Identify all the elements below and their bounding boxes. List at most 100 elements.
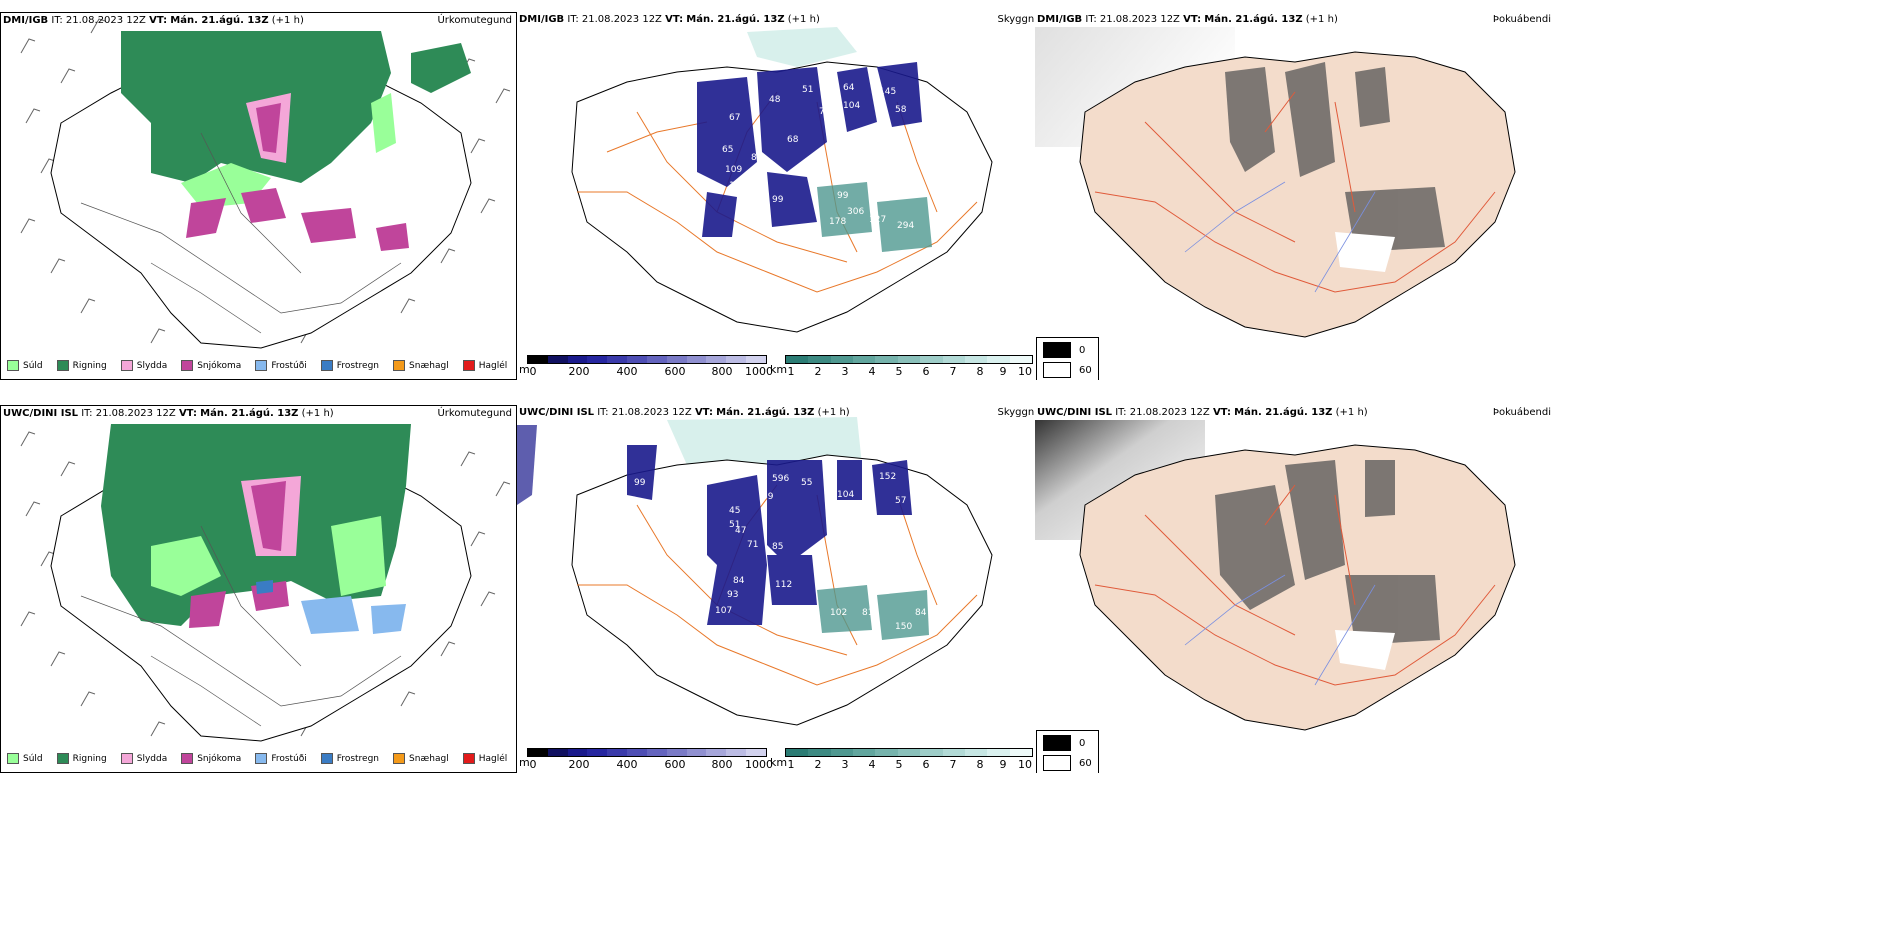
scale-cell [607,356,628,363]
scale-m-ticks: 0 200 400 600 800 1000 [527,364,774,378]
it-value: 21.08.2023 12Z [611,407,692,418]
precip-legend: Súld Rigning Slydda Snjókoma Frostúði Fr… [7,753,507,764]
panel-title-fog: Þokuábendi [1492,14,1551,25]
scale-cell [808,356,831,363]
fog-panel-top: DMI/IGB IT: 21.08.2023 12Z VT: Mán. 21.á… [1035,12,1555,380]
it-label: IT: [567,14,579,25]
scale-cell [528,356,548,363]
vis-value: 48 [769,95,781,105]
scale-cell [875,356,898,363]
legend-label: Rigning [72,360,107,371]
legend-label: Haglél [478,360,508,371]
it-label: IT: [597,407,609,418]
legend-swatch [320,753,333,764]
visibility-map-top: 48 67 65 83 109 160 99 51 64 104 145 58 … [571,27,993,333]
legend-item: Slydda [120,753,167,764]
scale-cell [726,356,747,363]
road-lines [80,525,402,727]
vt-value: Mán. 21.ágú. 13Z [1204,14,1303,25]
precip-legend: Súld Rigning Slydda Snjókoma Frostúði Fr… [7,360,507,371]
scale-cell [607,749,628,756]
it-value: 21.08.2023 12Z [65,15,146,26]
vis-value: 71 [819,107,830,117]
iceland-outline [1079,51,1516,338]
visibility-panel-top: 48 67 65 83 109 160 99 51 64 104 145 58 … [517,12,1035,380]
model-name: UWC/DINI ISL [3,408,79,419]
it-value: 21.08.2023 12Z [95,408,176,419]
model-name: UWC/DINI ISL [1037,407,1113,418]
fog-dark-areas [1225,62,1445,252]
scale-cell [830,356,854,363]
tick-label: 800 [711,365,733,378]
tick-label: 6 [922,365,930,378]
header-top-left: DMI/IGB IT: 21.08.2023 12Z VT: Mán. 21.á… [3,15,304,27]
tick-label: 1000 [745,365,773,378]
header-top-right: DMI/IGB IT: 21.08.2023 12Z VT: Mán. 21.á… [1037,14,1338,26]
vis-value: 65 [722,145,733,155]
scale-cell [1009,749,1032,756]
vis-labels-bottom: 99 596 49 45 51 47 71 85 84 93 107 112 5… [634,472,927,632]
vis-value: 226 [855,175,872,185]
scale-cell [987,749,1010,756]
vt-label: VT: [665,14,684,25]
it-label: IT: [1085,14,1097,25]
tick-label: 200 [568,758,590,771]
vis-value: 99 [772,195,784,205]
tick-label: 2 [814,365,822,378]
vt-label: VT: [1183,14,1202,25]
scale-m-bar [527,355,767,364]
scale-km: 1 2 3 4 5 6 7 8 9 10 [785,748,1033,771]
fog-map-bottom [1035,420,1516,731]
panel-title-visibility: Skyggni [997,407,1035,418]
legend-swatch [56,360,69,371]
unit-m: m [519,363,530,376]
scale-cell [853,356,876,363]
freezing-drizzle-1 [301,596,359,634]
panel-title-precip: Úrkomutegund [437,15,512,26]
scale-cell [646,749,667,756]
vis-value: 57 [895,496,906,506]
drizzle-area [151,536,221,596]
scale-m: 0 200 400 600 800 1000 [527,748,773,771]
legend-label: Frostúði [271,753,307,764]
scale-cell [686,749,707,756]
tick-label: 800 [711,758,733,771]
snow-area-2 [241,188,286,223]
scale-cell [853,749,876,756]
scale-cell [706,749,727,756]
offset: (+1 h) [1305,14,1338,25]
snow-area-4 [376,223,409,251]
scale-cell [897,356,921,363]
tick-label: 8 [976,758,984,771]
fog-legend: 0 60 [1036,730,1099,773]
model-name: UWC/DINI ISL [519,407,595,418]
header-top-middle: DMI/IGB IT: 21.08.2023 12Z VT: Mán. 21.á… [519,14,820,26]
vis-value: 84 [915,608,927,618]
it-value: 21.08.2023 12Z [1129,407,1210,418]
vis-value: 99 [634,478,646,488]
vis-value: 51 [802,85,813,95]
scale-km-ticks: 1 2 3 4 5 6 7 8 9 10 [785,364,1033,378]
model-name: DMI/IGB [1037,14,1083,25]
scale-km-bar [785,748,1033,757]
legend-item: Rigning [56,753,107,764]
iceland-outline [1079,444,1516,731]
drizzle-area-2 [371,93,396,153]
tick-label: 9 [999,758,1007,771]
legend-item: Snæhagl [393,360,449,371]
scale-cell [875,749,898,756]
fog-legend-row: 0 [1043,735,1092,751]
vis-value: 84 [733,576,745,586]
sea-fog-top [747,27,857,67]
scale-cell [706,356,727,363]
legend-swatch [255,360,268,371]
scale-cell [964,749,988,756]
snow-area-3 [301,208,356,243]
scale-cell [987,356,1010,363]
legend-label: Frostregn [336,753,380,764]
visibility-panel-bottom: 99 596 49 45 51 47 71 85 84 93 107 112 5… [517,405,1035,773]
scale-km: 1 2 3 4 5 6 7 8 9 10 [785,355,1033,378]
offset: (+1 h) [271,15,304,26]
mid-visibility-areas [817,585,929,640]
tick-label: 8 [976,365,984,378]
